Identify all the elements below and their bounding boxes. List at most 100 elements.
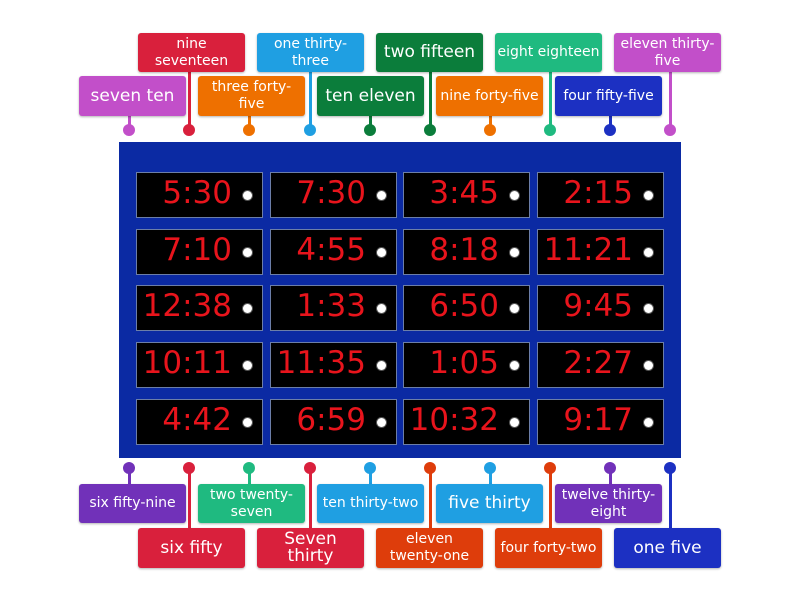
drop-target-dot-icon[interactable]	[510, 248, 519, 257]
digital-time: 10:11	[142, 345, 232, 381]
clock-slot[interactable]: 9:17	[537, 399, 664, 445]
drop-target-dot-icon[interactable]	[510, 418, 519, 427]
digital-time: 2:15	[563, 175, 633, 211]
label-text: ten thirty-two	[322, 495, 419, 511]
bottom-answer-label[interactable]: five thirty	[436, 484, 543, 523]
clock-slot[interactable]: 7:10	[136, 229, 263, 275]
pin-dot-icon	[664, 124, 676, 136]
label-text: four fifty-five	[563, 87, 654, 104]
drop-target-dot-icon[interactable]	[510, 191, 519, 200]
clock-slot[interactable]: 1:33	[270, 285, 397, 331]
bottom-answer-label[interactable]: six fifty	[138, 528, 245, 568]
connector-line	[248, 116, 251, 130]
clock-slot[interactable]: 2:27	[537, 342, 664, 388]
clock-slot[interactable]: 4:55	[270, 229, 397, 275]
drop-target-dot-icon[interactable]	[510, 304, 519, 313]
clock-slot[interactable]: 10:32	[403, 399, 530, 445]
connector-line	[549, 468, 552, 528]
top-answer-label[interactable]: seven ten	[79, 76, 186, 116]
clock-slot[interactable]: 1:05	[403, 342, 530, 388]
top-answer-label[interactable]: four fifty-five	[555, 76, 662, 116]
drop-target-dot-icon[interactable]	[644, 361, 653, 370]
label-text: five thirty	[448, 493, 531, 513]
pin-dot-icon	[604, 462, 616, 474]
digital-time: 10:32	[409, 402, 499, 438]
top-answer-label[interactable]: nine forty-five	[436, 76, 543, 116]
bottom-answer-label[interactable]: six fifty-nine	[79, 484, 186, 523]
clock-slot[interactable]: 4:42	[136, 399, 263, 445]
drop-target-dot-icon[interactable]	[644, 304, 653, 313]
drop-target-dot-icon[interactable]	[644, 191, 653, 200]
bottom-answer-label[interactable]: one five	[614, 528, 721, 568]
pin-dot-icon	[304, 462, 316, 474]
drop-target-dot-icon[interactable]	[377, 361, 386, 370]
clock-slot[interactable]: 11:35	[270, 342, 397, 388]
drop-target-dot-icon[interactable]	[377, 418, 386, 427]
label-text: Seven thirty	[284, 529, 337, 566]
top-answer-label[interactable]: two fifteen	[376, 33, 483, 72]
connector-line	[429, 72, 432, 130]
top-answer-label[interactable]: ten eleven	[317, 76, 424, 116]
digital-time: 7:30	[296, 175, 366, 211]
pin-dot-icon	[544, 462, 556, 474]
drop-target-dot-icon[interactable]	[243, 304, 252, 313]
top-answer-label[interactable]: nine seventeen	[138, 33, 245, 72]
connector-line	[309, 468, 312, 528]
bottom-answer-label[interactable]: Seven thirty	[257, 528, 364, 568]
top-answer-label[interactable]: three forty-five	[198, 76, 305, 116]
bottom-answer-label[interactable]: ten thirty-two	[317, 484, 424, 523]
drop-target-dot-icon[interactable]	[644, 418, 653, 427]
label-text: two fifteen	[383, 42, 476, 62]
drop-target-dot-icon[interactable]	[377, 248, 386, 257]
clock-slot[interactable]: 3:45	[403, 172, 530, 218]
bottom-answer-label[interactable]: two twenty-seven	[198, 484, 305, 523]
clock-slot[interactable]: 6:50	[403, 285, 530, 331]
bottom-answer-label[interactable]: twelve thirty-eight	[555, 484, 662, 523]
pin-dot-icon	[604, 124, 616, 136]
digital-time: 1:05	[429, 345, 499, 381]
drop-target-dot-icon[interactable]	[243, 248, 252, 257]
label-text: six fifty-nine	[89, 495, 176, 511]
drop-target-dot-icon[interactable]	[377, 191, 386, 200]
connector-line	[128, 468, 131, 484]
clock-slot[interactable]: 12:38	[136, 285, 263, 331]
pin-dot-icon	[243, 124, 255, 136]
connector-line	[549, 72, 552, 130]
pin-dot-icon	[484, 462, 496, 474]
drop-target-dot-icon[interactable]	[243, 361, 252, 370]
label-text: one thirty-three	[273, 35, 348, 69]
connector-line	[369, 116, 372, 130]
clock-slot[interactable]: 7:30	[270, 172, 397, 218]
clock-slot[interactable]: 8:18	[403, 229, 530, 275]
digital-time: 9:45	[563, 288, 633, 324]
connector-line	[429, 468, 432, 528]
pin-dot-icon	[183, 124, 195, 136]
clock-slot[interactable]: 6:59	[270, 399, 397, 445]
drop-target-dot-icon[interactable]	[510, 361, 519, 370]
clock-slot[interactable]: 2:15	[537, 172, 664, 218]
digital-time: 9:17	[563, 402, 633, 438]
bottom-answer-label[interactable]: eleven twenty-one	[376, 528, 483, 568]
digital-time: 3:45	[429, 175, 499, 211]
bottom-answer-label[interactable]: four forty-two	[495, 528, 602, 568]
drop-target-dot-icon[interactable]	[243, 191, 252, 200]
top-answer-label[interactable]: eight eighteen	[495, 33, 602, 72]
drop-target-dot-icon[interactable]	[377, 304, 386, 313]
label-text: ten eleven	[325, 85, 416, 106]
drop-target-dot-icon[interactable]	[243, 418, 252, 427]
drop-target-dot-icon[interactable]	[644, 248, 653, 257]
digital-time: 2:27	[563, 345, 633, 381]
clock-slot[interactable]: 11:21	[537, 229, 664, 275]
digital-time: 5:30	[162, 175, 232, 211]
label-text: four forty-two	[500, 539, 597, 556]
connector-line	[669, 72, 672, 130]
clock-slot[interactable]: 9:45	[537, 285, 664, 331]
top-answer-label[interactable]: one thirty-three	[257, 33, 364, 72]
pin-dot-icon	[364, 462, 376, 474]
top-answer-label[interactable]: eleven thirty-five	[614, 33, 721, 72]
digital-time: 6:50	[429, 288, 499, 324]
pin-dot-icon	[544, 124, 556, 136]
clock-slot[interactable]: 5:30	[136, 172, 263, 218]
clock-slot[interactable]: 10:11	[136, 342, 263, 388]
label-text: eleven twenty-one	[389, 531, 470, 564]
